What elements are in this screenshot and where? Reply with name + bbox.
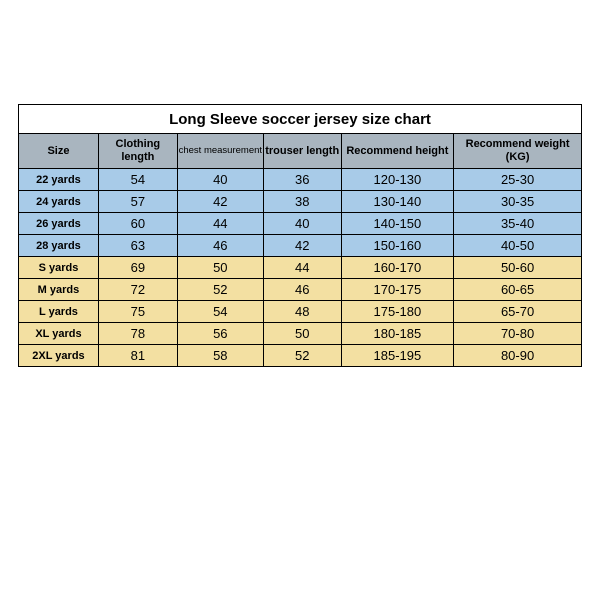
cell: 50 bbox=[263, 323, 341, 345]
cell: 63 bbox=[98, 235, 177, 257]
cell: 65-70 bbox=[454, 301, 582, 323]
table-row: S yards695044160-17050-60 bbox=[19, 257, 582, 279]
cell: S yards bbox=[19, 257, 99, 279]
cell: 30-35 bbox=[454, 191, 582, 213]
cell: 120-130 bbox=[341, 169, 454, 191]
cell: 72 bbox=[98, 279, 177, 301]
cell: 50 bbox=[177, 257, 263, 279]
cell: 42 bbox=[263, 235, 341, 257]
cell: 40 bbox=[177, 169, 263, 191]
cell: M yards bbox=[19, 279, 99, 301]
cell: 170-175 bbox=[341, 279, 454, 301]
col-size: Size bbox=[19, 134, 99, 169]
cell: 52 bbox=[177, 279, 263, 301]
size-chart-container: Long Sleeve soccer jersey size chart Siz… bbox=[18, 104, 582, 367]
cell: 36 bbox=[263, 169, 341, 191]
cell: 52 bbox=[263, 345, 341, 367]
table-row: 28 yards634642150-16040-50 bbox=[19, 235, 582, 257]
cell: 44 bbox=[263, 257, 341, 279]
table-row: L yards755448175-18065-70 bbox=[19, 301, 582, 323]
cell: 185-195 bbox=[341, 345, 454, 367]
title-row: Long Sleeve soccer jersey size chart bbox=[19, 105, 582, 134]
cell: 75 bbox=[98, 301, 177, 323]
cell: 150-160 bbox=[341, 235, 454, 257]
cell: 58 bbox=[177, 345, 263, 367]
cell: 69 bbox=[98, 257, 177, 279]
cell: 60 bbox=[98, 213, 177, 235]
cell: 175-180 bbox=[341, 301, 454, 323]
cell: 70-80 bbox=[454, 323, 582, 345]
cell: L yards bbox=[19, 301, 99, 323]
cell: 35-40 bbox=[454, 213, 582, 235]
cell: 25-30 bbox=[454, 169, 582, 191]
cell: 40 bbox=[263, 213, 341, 235]
table-row: 24 yards574238130-14030-35 bbox=[19, 191, 582, 213]
cell: 48 bbox=[263, 301, 341, 323]
cell: 60-65 bbox=[454, 279, 582, 301]
table-row: 22 yards544036120-13025-30 bbox=[19, 169, 582, 191]
table-row: 26 yards604440140-15035-40 bbox=[19, 213, 582, 235]
cell: 78 bbox=[98, 323, 177, 345]
cell: 46 bbox=[263, 279, 341, 301]
cell: 38 bbox=[263, 191, 341, 213]
cell: 54 bbox=[98, 169, 177, 191]
size-chart-table: Long Sleeve soccer jersey size chart Siz… bbox=[18, 104, 582, 367]
cell: XL yards bbox=[19, 323, 99, 345]
table-row: M yards725246170-17560-65 bbox=[19, 279, 582, 301]
cell: 160-170 bbox=[341, 257, 454, 279]
table-row: 2XL yards815852185-19580-90 bbox=[19, 345, 582, 367]
cell: 50-60 bbox=[454, 257, 582, 279]
cell: 56 bbox=[177, 323, 263, 345]
cell: 28 yards bbox=[19, 235, 99, 257]
cell: 140-150 bbox=[341, 213, 454, 235]
col-chest-measurement: chest measurement bbox=[177, 134, 263, 169]
col-recommend-height: Recommend height bbox=[341, 134, 454, 169]
col-trouser-length: trouser length bbox=[263, 134, 341, 169]
cell: 26 yards bbox=[19, 213, 99, 235]
cell: 180-185 bbox=[341, 323, 454, 345]
cell: 24 yards bbox=[19, 191, 99, 213]
cell: 130-140 bbox=[341, 191, 454, 213]
cell: 46 bbox=[177, 235, 263, 257]
cell: 2XL yards bbox=[19, 345, 99, 367]
cell: 80-90 bbox=[454, 345, 582, 367]
col-recommend-weight: Recommend weight (KG) bbox=[454, 134, 582, 169]
cell: 57 bbox=[98, 191, 177, 213]
header-row: Size Clothing length chest measurement t… bbox=[19, 134, 582, 169]
table-body: 22 yards544036120-13025-3024 yards574238… bbox=[19, 169, 582, 367]
chart-title: Long Sleeve soccer jersey size chart bbox=[19, 105, 582, 134]
cell: 54 bbox=[177, 301, 263, 323]
col-clothing-length: Clothing length bbox=[98, 134, 177, 169]
cell: 81 bbox=[98, 345, 177, 367]
cell: 44 bbox=[177, 213, 263, 235]
cell: 22 yards bbox=[19, 169, 99, 191]
table-row: XL yards785650180-18570-80 bbox=[19, 323, 582, 345]
cell: 40-50 bbox=[454, 235, 582, 257]
cell: 42 bbox=[177, 191, 263, 213]
